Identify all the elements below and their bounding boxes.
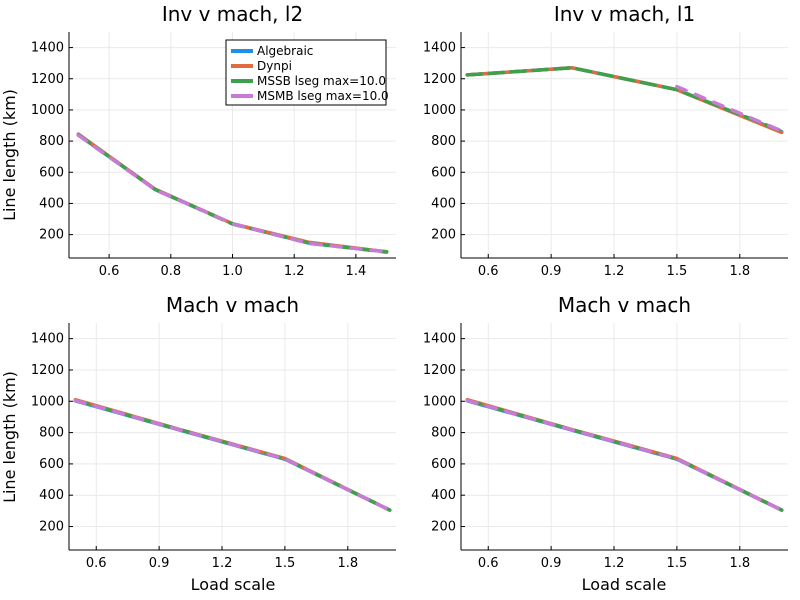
y-tick-label: 600 xyxy=(431,165,456,180)
y-axis-label-bottom: Line length (km) xyxy=(0,371,19,503)
legend-label-mssb: MSSB lseg max=10.0 xyxy=(257,74,386,88)
subplot-title: Inv v mach, l1 xyxy=(554,2,695,26)
y-tick-label: 1400 xyxy=(423,332,456,347)
y-tick-label: 1000 xyxy=(31,103,64,118)
y-tick-label: 800 xyxy=(39,134,64,149)
subplot-3: 200 400 600 800 1000 1200 1400 0.6 0.9 1.2 1.5 1.8 M… xyxy=(31,293,396,571)
y-axis-label-top: Line length (km) xyxy=(0,89,19,221)
x-tick-label: 1.2 xyxy=(604,264,625,279)
x-tick-label: 1.5 xyxy=(667,264,688,279)
series-line-msmb-lseg-max-10-0 xyxy=(73,398,392,512)
x-tick-label: 1.2 xyxy=(604,556,625,571)
x-tick-label: 0.9 xyxy=(149,556,170,571)
subplot-title: Inv v mach, l2 xyxy=(162,2,303,26)
y-tick-label: 1400 xyxy=(31,41,64,56)
y-tick-label: 600 xyxy=(39,165,64,180)
subplot-2: 200 400 600 800 1000 1200 1400 0.6 0.9 1.2 1.5 1.8 I… xyxy=(423,2,788,279)
x-tick-label: 0.9 xyxy=(541,556,562,571)
y-tick-label: 1000 xyxy=(31,394,64,409)
legend: Algebraic Dynpi MSSB lseg max=10.0 MSMB … xyxy=(225,39,389,106)
x-tick-label: 0.6 xyxy=(86,556,107,571)
y-tick-label: 400 xyxy=(39,488,64,503)
x-tick-label: 0.6 xyxy=(478,556,499,571)
y-tick-label: 200 xyxy=(431,228,456,243)
x-tick-label: 1.2 xyxy=(212,556,233,571)
x-tick-label: 1.8 xyxy=(337,556,358,571)
legend-label-algebraic: Algebraic xyxy=(257,44,313,58)
y-tick-label: 800 xyxy=(431,426,456,441)
subplot-title: Mach v mach xyxy=(166,293,299,317)
y-tick-label: 1400 xyxy=(31,332,64,347)
subplot-title: Mach v mach xyxy=(558,293,691,317)
subplot-4: 200 400 600 800 1000 1200 1400 0.6 0.9 1.2 1.5 1.8 M… xyxy=(423,293,788,571)
y-tick-label: 1400 xyxy=(423,41,456,56)
y-tick-label: 400 xyxy=(39,196,64,211)
y-tick-label: 400 xyxy=(431,196,456,211)
x-tick-label: 1.5 xyxy=(667,556,688,571)
y-tick-label: 1200 xyxy=(423,363,456,378)
x-tick-label: 1.5 xyxy=(275,556,296,571)
x-tick-label: 1.2 xyxy=(284,264,305,279)
y-tick-label: 1000 xyxy=(423,394,456,409)
x-tick-label: 1.8 xyxy=(729,556,750,571)
x-tick-label: 1.0 xyxy=(222,264,243,279)
y-tick-label: 600 xyxy=(431,457,456,472)
y-tick-label: 800 xyxy=(39,426,64,441)
y-tick-label: 800 xyxy=(431,134,456,149)
y-tick-label: 200 xyxy=(39,228,64,243)
y-tick-label: 1200 xyxy=(31,363,64,378)
x-axis-label-left: Load scale xyxy=(191,575,276,594)
legend-label-msmb: MSMB lseg max=10.0 xyxy=(257,89,389,103)
series-line-mssb-lseg-max-10-0 xyxy=(465,66,784,133)
y-tick-label: 1200 xyxy=(423,72,456,87)
series-line-msmb-lseg-max-10-0 xyxy=(465,398,784,512)
y-tick-label: 200 xyxy=(431,520,456,535)
y-tick-label: 600 xyxy=(39,457,64,472)
subplot-1: 200 400 600 800 1000 1200 1400 0.6 0.8 1.0 1.2 1.4 I… xyxy=(31,2,396,279)
series-line-msmb-lseg-max-10-0 xyxy=(76,133,389,254)
x-tick-label: 0.6 xyxy=(478,264,499,279)
x-tick-label: 0.6 xyxy=(99,264,120,279)
y-tick-label: 400 xyxy=(431,488,456,503)
series-line-msmb-lseg-max-10-0 xyxy=(675,84,784,133)
x-axis-label-right: Load scale xyxy=(582,575,667,594)
legend-label-dynpi: Dynpi xyxy=(257,59,292,73)
x-tick-label: 0.8 xyxy=(160,264,181,279)
y-tick-label: 200 xyxy=(39,520,64,535)
y-tick-label: 1000 xyxy=(423,103,456,118)
x-tick-label: 0.9 xyxy=(541,264,562,279)
x-tick-label: 1.8 xyxy=(729,264,750,279)
y-tick-label: 1200 xyxy=(31,72,64,87)
x-tick-label: 1.4 xyxy=(346,264,367,279)
